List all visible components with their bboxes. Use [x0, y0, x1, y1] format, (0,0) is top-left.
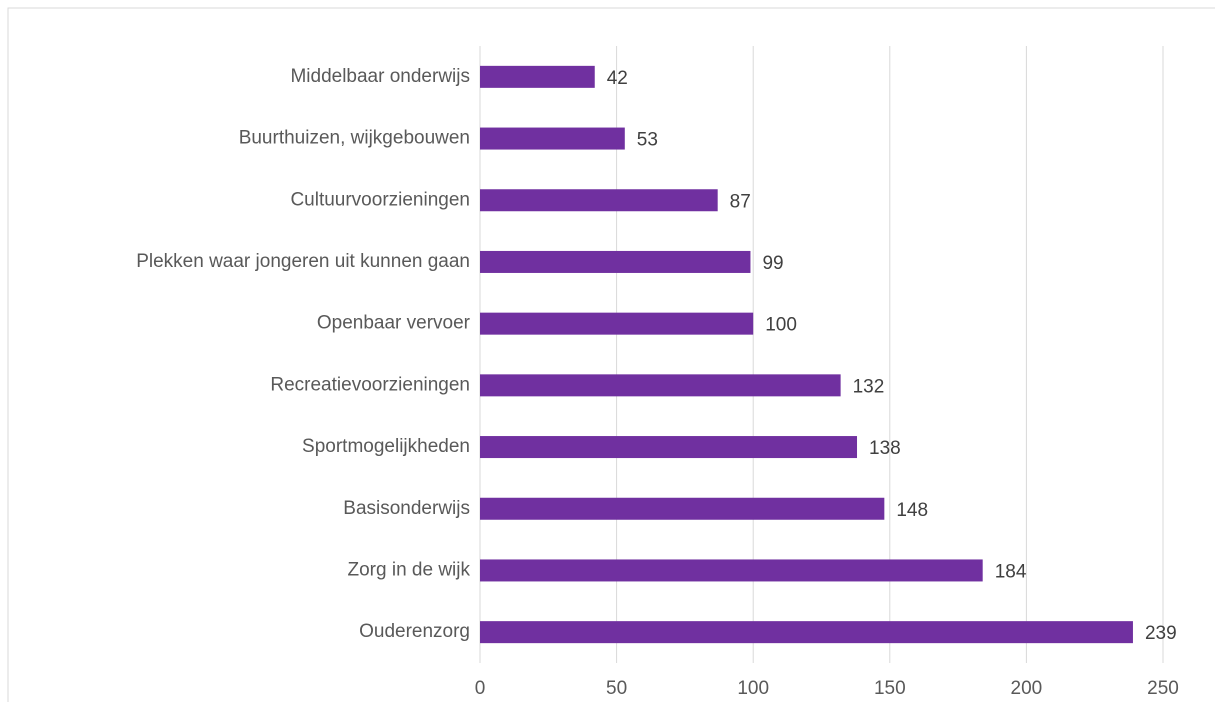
value-label: 138 [869, 438, 901, 459]
y-tick-label: Ouderenzorg [359, 621, 470, 642]
x-tick-label: 200 [1011, 678, 1043, 699]
bar [480, 189, 718, 212]
value-label: 148 [896, 500, 928, 521]
bar [480, 559, 983, 582]
x-tick-label: 250 [1147, 678, 1179, 699]
value-label: 87 [730, 191, 751, 212]
y-tick-label: Middelbaar onderwijs [290, 66, 470, 87]
bar [480, 127, 625, 150]
x-tick-label: 50 [606, 678, 627, 699]
y-tick-label: Basisonderwijs [343, 498, 470, 519]
y-tick-label: Plekken waar jongeren uit kunnen gaan [136, 251, 470, 272]
bar [480, 436, 858, 459]
bar [480, 250, 751, 273]
value-label: 100 [765, 315, 797, 336]
chart-frame [7, 7, 1215, 702]
x-tick-label: 150 [874, 678, 906, 699]
value-label: 184 [995, 561, 1027, 582]
bar [480, 497, 885, 520]
bar [480, 312, 754, 335]
bar [480, 65, 595, 88]
value-label: 239 [1145, 623, 1177, 644]
value-label: 132 [853, 376, 885, 397]
bar [480, 621, 1133, 644]
y-tick-label: Cultuurvoorzieningen [290, 189, 470, 210]
x-tick-label: 100 [737, 678, 769, 699]
value-label: 42 [607, 68, 628, 89]
y-tick-label: Openbaar vervoer [317, 313, 471, 334]
y-tick-label: Buurthuizen, wijkgebouwen [239, 128, 470, 149]
bar [480, 374, 841, 397]
y-tick-label: Recreatievoorzieningen [270, 374, 470, 395]
y-tick-label: Zorg in de wijk [348, 559, 471, 580]
value-label: 53 [637, 130, 658, 151]
value-label: 99 [762, 253, 783, 274]
x-tick-label: 0 [475, 678, 486, 699]
y-tick-label: Sportmogelijkheden [302, 436, 470, 457]
